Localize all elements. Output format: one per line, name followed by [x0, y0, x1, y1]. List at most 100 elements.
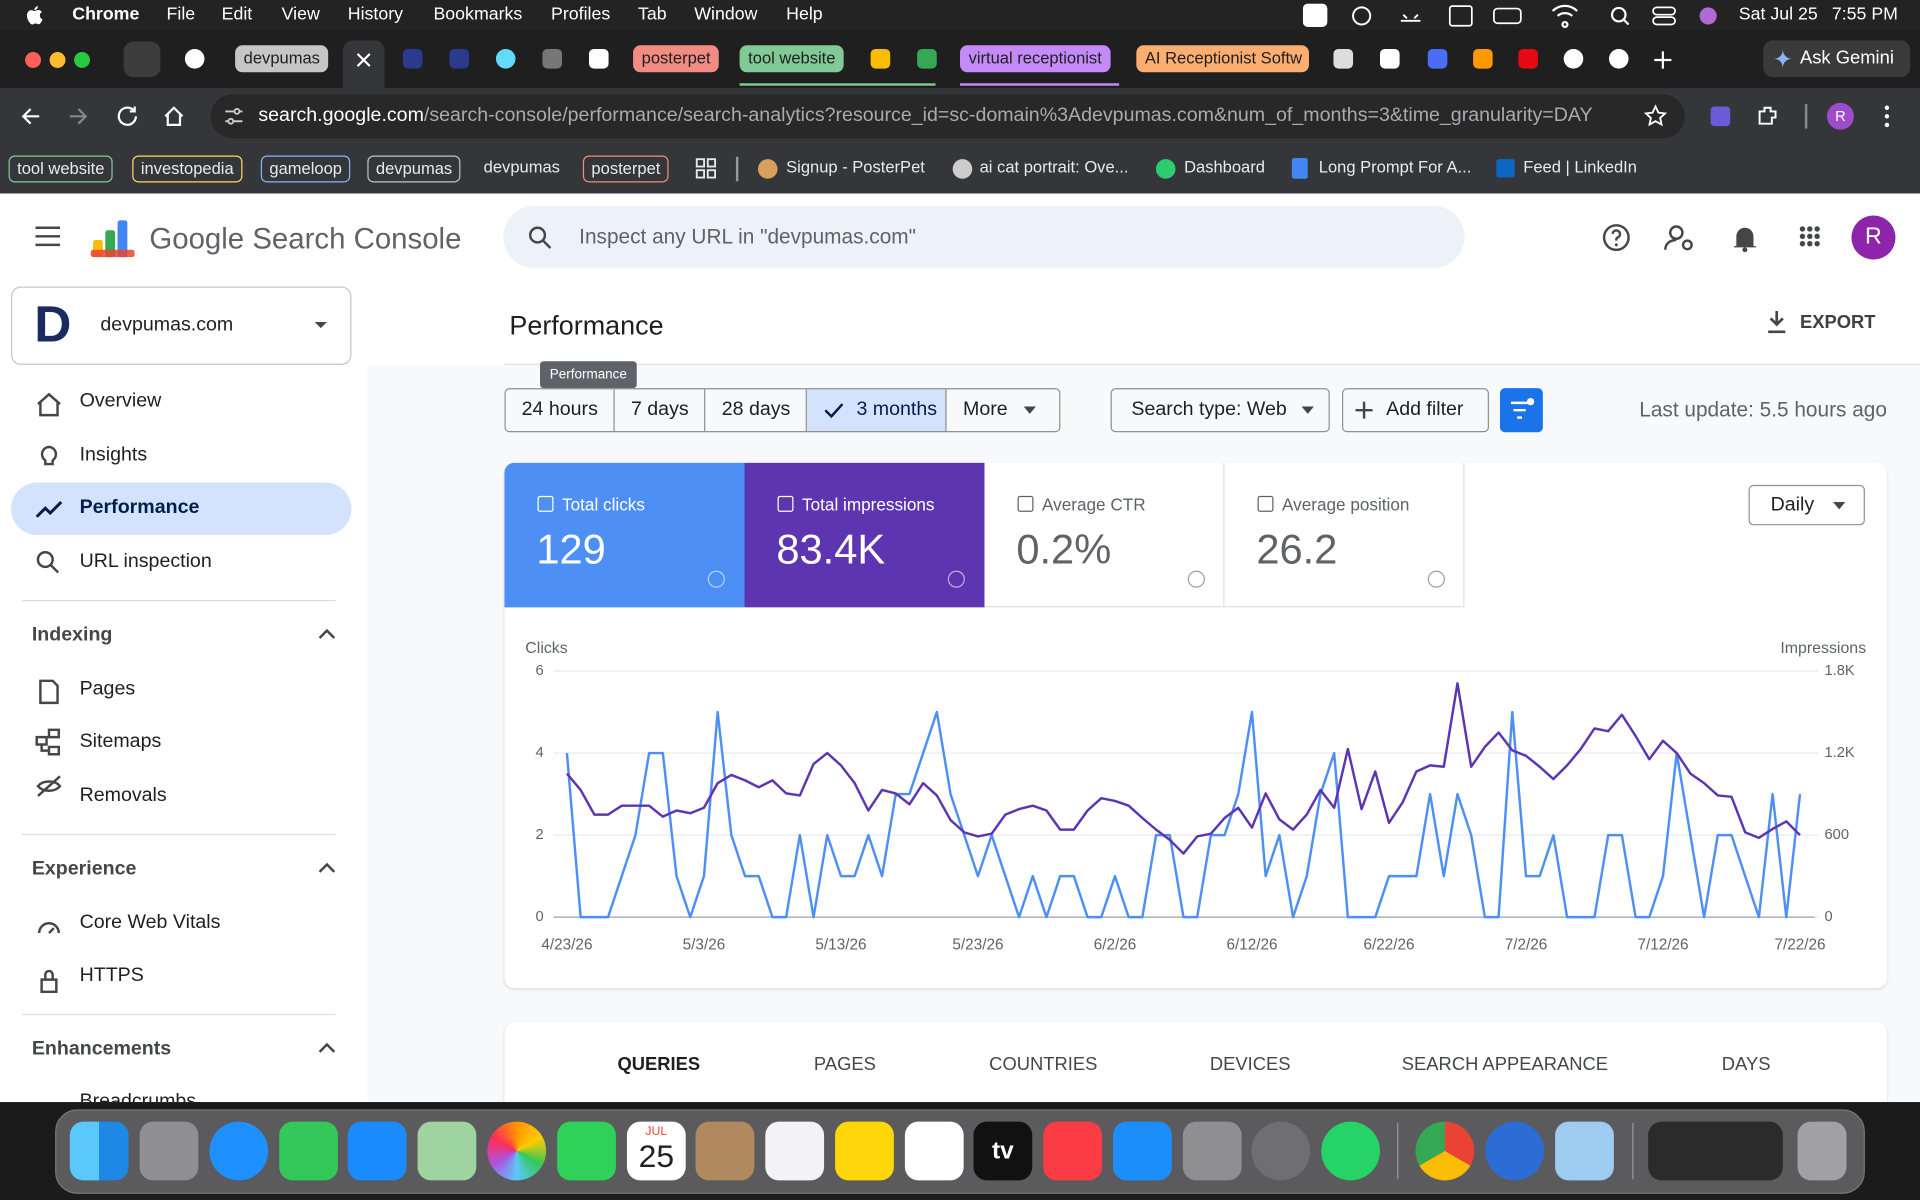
menu-icon[interactable]	[1881, 104, 1893, 128]
metric-card[interactable]: Total impressions 83.4K	[744, 462, 985, 608]
menu-item[interactable]: Window	[694, 4, 758, 25]
favicon[interactable]	[870, 48, 891, 69]
dock-freeform[interactable]	[904, 1121, 964, 1181]
nav-item-active[interactable]: Performance	[79, 497, 200, 518]
tab-group[interactable]: virtual receptionist	[960, 45, 1111, 73]
tab-group[interactable]: tool website	[739, 45, 845, 73]
bookmark[interactable]: Long Prompt For A...	[1318, 157, 1472, 177]
active-tab[interactable]	[342, 40, 385, 89]
report-tab-active[interactable]: QUERIES	[617, 1054, 701, 1076]
menu-item[interactable]: Profiles	[551, 4, 611, 25]
menu-item[interactable]: Edit	[221, 4, 253, 25]
dock-launchpad[interactable]	[139, 1121, 199, 1181]
url-inspect-search[interactable]: Inspect any URL in "devpumas.com"	[503, 205, 1465, 269]
favicon[interactable]	[542, 48, 563, 69]
section-title[interactable]: Enhancements	[31, 1038, 172, 1060]
dock-photos[interactable]	[487, 1121, 547, 1181]
menu-item[interactable]: History	[347, 4, 404, 25]
dock-reminders[interactable]	[765, 1121, 825, 1181]
favicon[interactable]	[588, 48, 609, 69]
profile-avatar[interactable]: R	[1826, 102, 1854, 130]
nav-item[interactable]: HTTPS	[79, 964, 144, 986]
bookmark[interactable]: ai cat portrait: Ove...	[979, 157, 1129, 177]
account-avatar[interactable]: R	[1851, 215, 1896, 260]
nav-item[interactable]: Overview	[79, 390, 162, 412]
tab-group[interactable]: posterpet	[633, 45, 720, 73]
export-button[interactable]: EXPORT	[1800, 312, 1876, 334]
dock-trash[interactable]	[1797, 1121, 1847, 1181]
extension-icon[interactable]	[1710, 106, 1731, 127]
menu-item[interactable]: Tab	[637, 4, 667, 25]
report-tab[interactable]: DAYS	[1721, 1054, 1771, 1076]
dock-calendar[interactable]: JUL 25	[626, 1121, 686, 1181]
date-chip[interactable]: 28 days	[706, 389, 808, 432]
url[interactable]: search.google.com/search-console/perform…	[258, 105, 1592, 127]
favicon[interactable]	[1427, 48, 1448, 69]
nav-item[interactable]: Removals	[79, 784, 167, 806]
help-icon[interactable]	[1427, 570, 1445, 588]
date-chip-selected[interactable]: 3 months	[807, 389, 948, 432]
site-info-icon[interactable]	[223, 107, 245, 127]
dock-tv[interactable]: tv	[973, 1121, 1033, 1181]
bookmark[interactable]: Feed | LinkedIn	[1523, 157, 1637, 177]
favicon[interactable]	[1380, 48, 1400, 69]
more-chip[interactable]: More	[947, 389, 1060, 431]
bookmark[interactable]: gameloop	[260, 155, 351, 183]
dock-whatsapp[interactable]	[1321, 1121, 1380, 1181]
dock-chrome[interactable]	[1415, 1121, 1475, 1181]
gsc-logo[interactable]	[90, 218, 135, 262]
checkbox[interactable]	[537, 495, 554, 512]
report-tab[interactable]: PAGES	[813, 1054, 876, 1076]
dock-notes[interactable]	[835, 1121, 894, 1181]
header-icons[interactable]	[1602, 223, 1835, 253]
bookmark[interactable]: Signup - PosterPet	[786, 157, 925, 177]
bookmark-star[interactable]	[1643, 104, 1668, 128]
app-menu[interactable]: Chrome	[72, 4, 140, 25]
metric-card[interactable]: Average CTR 0.2%	[984, 462, 1225, 608]
help-icon[interactable]	[707, 570, 725, 588]
date-chip[interactable]: 7 days	[615, 389, 706, 432]
apple-logo[interactable]	[24, 5, 44, 26]
menu-button[interactable]	[34, 225, 61, 247]
menu-item[interactable]: Help	[786, 4, 823, 25]
bookmark[interactable]: investopedia	[132, 155, 243, 183]
dock-minimized-windows[interactable]	[1648, 1121, 1783, 1181]
dock-iphone-mirroring[interactable]	[1182, 1121, 1242, 1181]
dock-safari[interactable]	[209, 1121, 269, 1181]
dock-messages[interactable]	[279, 1121, 338, 1181]
favicon[interactable]	[1563, 48, 1584, 69]
metric-card[interactable]: Average position 26.2	[1224, 462, 1465, 608]
favicon[interactable]	[1473, 48, 1493, 69]
bookmark[interactable]: posterpet	[582, 155, 669, 183]
favicon[interactable]	[184, 48, 205, 69]
bookmark[interactable]: tool website	[8, 155, 114, 183]
favicon[interactable]	[449, 48, 469, 69]
favicon[interactable]	[402, 48, 423, 69]
filter-button[interactable]	[1500, 388, 1543, 433]
report-tab[interactable]: COUNTRIES	[989, 1054, 1098, 1076]
export-icon[interactable]	[1766, 310, 1788, 334]
favicon[interactable]	[1518, 48, 1538, 69]
report-tab[interactable]: SEARCH APPEARANCE	[1401, 1054, 1608, 1076]
checkbox[interactable]	[1257, 495, 1274, 512]
tab-group[interactable]: AI Receptionist Softw	[1136, 45, 1309, 73]
bookmark[interactable]: devpumas	[483, 157, 560, 177]
dock-mail[interactable]	[347, 1121, 407, 1181]
dock-maps[interactable]	[417, 1121, 477, 1181]
dock-quicktime[interactable]	[1485, 1121, 1545, 1181]
dock-contacts[interactable]	[695, 1121, 755, 1181]
favicon[interactable]	[495, 48, 516, 69]
help-icon[interactable]	[947, 570, 965, 588]
section-title[interactable]: Indexing	[31, 624, 113, 646]
apps-shortcut[interactable]	[695, 158, 718, 180]
dock-finder[interactable]	[69, 1121, 129, 1181]
product-name[interactable]: Google Search Console	[149, 222, 462, 256]
tab-search[interactable]	[123, 41, 161, 78]
window-controls[interactable]	[24, 51, 102, 68]
section-title[interactable]: Experience	[31, 858, 137, 880]
nav-item[interactable]: URL inspection	[79, 551, 212, 572]
date-chip[interactable]: 24 hours	[506, 389, 616, 432]
property-selector[interactable]: D devpumas.com	[11, 286, 352, 365]
menu-item[interactable]: View	[281, 4, 320, 25]
nav-item[interactable]: Insights	[79, 444, 148, 466]
